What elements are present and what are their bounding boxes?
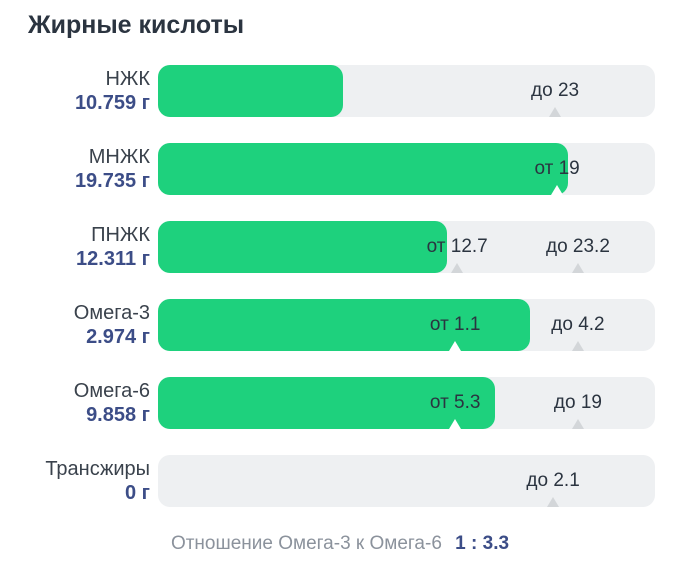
nutrient-value: 9.858 г — [86, 404, 150, 426]
threshold-marker-icon — [451, 263, 464, 273]
nutrient-name: НЖК — [105, 68, 150, 90]
progress-track: от 19 — [158, 143, 655, 195]
threshold-marker-icon — [549, 107, 562, 117]
threshold-label: до 2.1 — [526, 470, 580, 491]
nutrient-name: Трансжиры — [45, 458, 150, 480]
fatty-acid-row: НЖК 10.759 г до 23 — [0, 65, 680, 117]
page-title: Жирные кислоты — [28, 11, 245, 39]
omega-ratio-footer: Отношение Омега-3 к Омега-6 1 : 3.3 — [0, 533, 680, 555]
progress-fill — [158, 377, 495, 429]
progress-track: от 12.7 до 23.2 — [158, 221, 655, 273]
progress-track: до 2.1 — [158, 455, 655, 507]
progress-track: до 23 — [158, 65, 655, 117]
threshold-label: от 12.7 — [426, 236, 488, 257]
threshold-marker-icon — [449, 419, 462, 429]
nutrient-value: 2.974 г — [86, 326, 150, 348]
threshold-marker-icon — [571, 341, 584, 351]
nutrient-name: ПНЖК — [91, 224, 150, 246]
threshold-label: до 4.2 — [551, 314, 605, 335]
fatty-acid-row: МНЖК 19.735 г от 19 — [0, 143, 680, 195]
omega-ratio-label: Отношение Омега-3 к Омега-6 — [170, 533, 442, 554]
row-label: НЖК 10.759 г — [0, 67, 150, 115]
threshold-label: до 19 — [553, 392, 602, 413]
fatty-acid-row: Омега-6 9.858 г от 5.3 до 19 — [0, 377, 680, 429]
nutrient-value: 0 г — [124, 482, 150, 504]
progress-track: от 1.1 до 4.2 — [158, 299, 655, 351]
threshold-marker-icon — [449, 341, 462, 351]
threshold-marker-icon — [571, 263, 584, 273]
threshold-marker-icon — [547, 497, 560, 507]
fatty-acid-row: Омега-3 2.974 г от 1.1 до 4.2 — [0, 299, 680, 351]
nutrient-name: Омега-3 — [73, 302, 150, 324]
progress-fill — [158, 65, 343, 117]
progress-fill — [158, 299, 530, 351]
progress-track: от 5.3 до 19 — [158, 377, 655, 429]
nutrient-value: 19.735 г — [74, 170, 150, 192]
fatty-acid-row: ПНЖК 12.311 г от 12.7 до 23.2 — [0, 221, 680, 273]
threshold-label: от 19 — [534, 158, 580, 179]
threshold-label: от 1.1 — [429, 314, 481, 335]
row-label: МНЖК 19.735 г — [0, 145, 150, 193]
omega-ratio-value: 1 : 3.3 — [455, 533, 510, 554]
nutrient-name: Омега-6 — [73, 380, 150, 402]
nutrient-name: МНЖК — [88, 146, 150, 168]
progress-fill — [158, 221, 447, 273]
nutrient-value: 10.759 г — [74, 92, 150, 114]
threshold-marker-icon — [571, 419, 584, 429]
threshold-label: до 23 — [531, 80, 580, 101]
fatty-acid-row: Трансжиры 0 г до 2.1 — [0, 455, 680, 507]
threshold-label: до 23.2 — [545, 236, 610, 257]
row-label: Омега-3 2.974 г — [0, 301, 150, 349]
fatty-acids-chart: НЖК 10.759 г до 23 МНЖК 19.735 г от 19 П… — [0, 65, 680, 507]
row-label: ПНЖК 12.311 г — [0, 223, 150, 271]
threshold-label: от 5.3 — [429, 392, 481, 413]
progress-fill — [158, 143, 569, 195]
row-label: Трансжиры 0 г — [0, 457, 150, 505]
threshold-marker-icon — [551, 185, 564, 195]
nutrient-value: 12.311 г — [76, 248, 150, 270]
row-label: Омега-6 9.858 г — [0, 379, 150, 427]
